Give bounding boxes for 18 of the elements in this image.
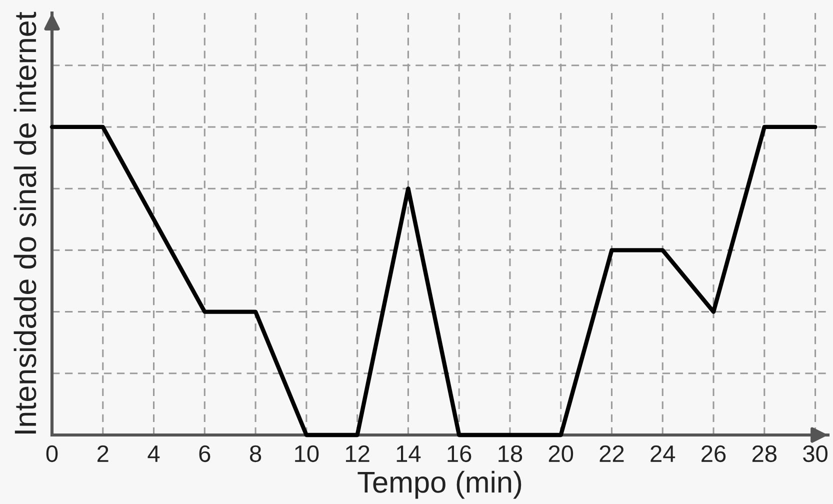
x-tick-label: 26: [702, 445, 726, 462]
x-tick-label: 10: [295, 445, 319, 462]
x-tick-label: 14: [396, 446, 421, 462]
x-tick-label: 4: [148, 446, 160, 462]
x-tick-label: 22: [600, 445, 624, 462]
y-axis-title: Intensidade do sinal de internet: [14, 12, 36, 434]
x-tick-label: 28: [752, 445, 776, 462]
x-tick-label: 30: [803, 445, 828, 462]
x-tick-label: 8: [250, 445, 262, 462]
x-tick-label: 20: [548, 445, 574, 462]
x-tick-label: 16: [448, 445, 472, 462]
x-axis-title: Tempo (min): [358, 470, 522, 499]
x-tick-label: 12: [346, 445, 370, 462]
x-tick-label: 2: [98, 445, 108, 462]
x-tick-label: 0: [46, 445, 58, 462]
x-tick-label: 6: [199, 445, 210, 462]
x-tick-label: 18: [498, 445, 522, 462]
x-tick-label: 24: [650, 445, 676, 462]
